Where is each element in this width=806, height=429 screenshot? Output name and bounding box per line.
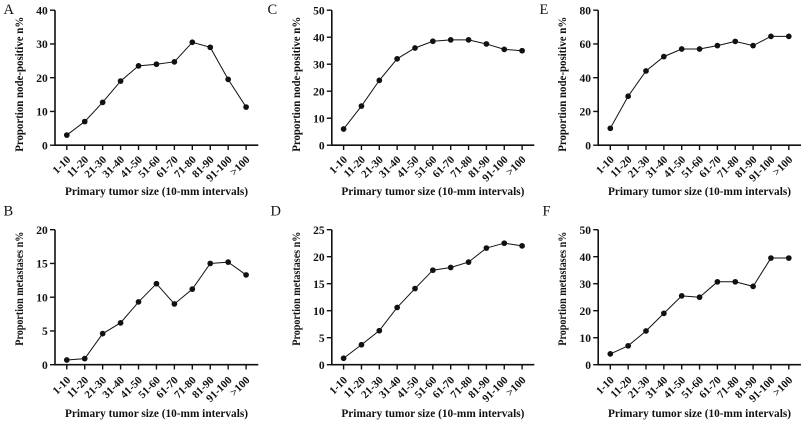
- svg-text:15: 15: [36, 259, 48, 271]
- svg-text:40: 40: [580, 252, 592, 264]
- svg-text:D: D: [271, 203, 281, 219]
- svg-text:E: E: [540, 2, 549, 18]
- svg-text:30: 30: [580, 279, 592, 291]
- svg-text:50: 50: [313, 5, 325, 17]
- svg-text:Primary tumor size (10-mm inte: Primary tumor size (10-mm intervals): [608, 186, 791, 198]
- svg-text:20: 20: [580, 306, 592, 318]
- svg-text:20: 20: [313, 252, 325, 264]
- svg-text:Proportion metastases n%: Proportion metastases n%: [12, 232, 26, 346]
- svg-text:0: 0: [319, 360, 325, 372]
- svg-text:Proportion node-positive n%: Proportion node-positive n%: [289, 17, 303, 152]
- svg-text:5: 5: [319, 333, 325, 345]
- svg-text:0: 0: [42, 140, 48, 152]
- svg-text:Proportion metastases n%: Proportion metastases n%: [555, 232, 569, 346]
- svg-text:40: 40: [313, 32, 325, 44]
- svg-text:30: 30: [313, 59, 325, 71]
- svg-text:0: 0: [42, 360, 48, 372]
- svg-text:0: 0: [585, 140, 591, 152]
- svg-text:10: 10: [313, 113, 325, 125]
- svg-text:40: 40: [36, 5, 48, 17]
- svg-text:F: F: [543, 204, 551, 220]
- svg-text:20: 20: [313, 86, 325, 98]
- svg-text:25: 25: [313, 225, 325, 237]
- svg-text:20: 20: [36, 73, 48, 85]
- svg-text:5: 5: [42, 326, 48, 338]
- svg-text:C: C: [268, 2, 278, 18]
- svg-text:B: B: [4, 204, 14, 220]
- svg-text:10: 10: [36, 292, 48, 304]
- svg-text:15: 15: [313, 279, 325, 291]
- svg-text:20: 20: [36, 225, 48, 237]
- svg-text:60: 60: [580, 39, 592, 51]
- svg-text:10: 10: [313, 306, 325, 318]
- svg-text:80: 80: [580, 5, 592, 17]
- svg-text:A: A: [4, 2, 15, 18]
- svg-text:0: 0: [319, 140, 325, 152]
- svg-text:Proportion node-positive n%: Proportion node-positive n%: [12, 17, 26, 152]
- svg-text:10: 10: [36, 107, 48, 119]
- svg-text:Primary tumor size (10-mm inte: Primary tumor size (10-mm intervals): [65, 408, 248, 420]
- svg-text:50: 50: [580, 225, 592, 237]
- svg-text:10: 10: [580, 333, 592, 345]
- svg-text:Primary tumor size (10-mm inte: Primary tumor size (10-mm intervals): [608, 408, 791, 420]
- svg-text:40: 40: [580, 73, 592, 85]
- svg-text:Primary tumor size (10-mm inte: Primary tumor size (10-mm intervals): [341, 408, 524, 420]
- svg-text:Primary tumor size (10-mm inte: Primary tumor size (10-mm intervals): [65, 186, 248, 198]
- svg-text:20: 20: [580, 107, 592, 119]
- svg-text:0: 0: [585, 360, 591, 372]
- svg-text:Proportion metastases n%: Proportion metastases n%: [289, 232, 303, 346]
- svg-text:30: 30: [36, 39, 48, 51]
- svg-text:Primary tumor size (10-mm inte: Primary tumor size (10-mm intervals): [341, 186, 524, 198]
- svg-text:Proportion node-positive n%: Proportion node-positive n%: [555, 17, 569, 152]
